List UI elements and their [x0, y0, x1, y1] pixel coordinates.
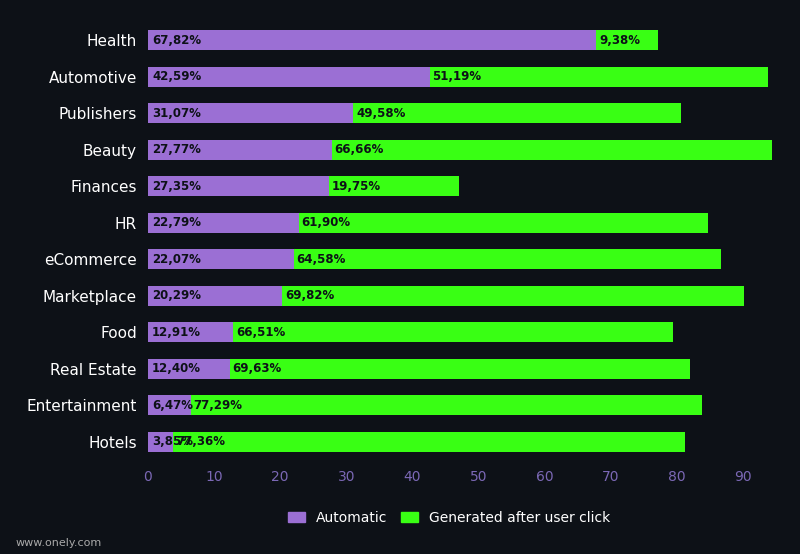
- Bar: [190, 395, 702, 415]
- Text: 27,77%: 27,77%: [152, 143, 201, 156]
- Bar: [148, 213, 298, 233]
- Text: 27,35%: 27,35%: [152, 179, 201, 193]
- Bar: [430, 67, 768, 87]
- Text: 22,79%: 22,79%: [152, 216, 201, 229]
- Text: 31,07%: 31,07%: [152, 107, 201, 120]
- Text: 67,82%: 67,82%: [152, 34, 201, 47]
- Bar: [282, 286, 744, 306]
- Text: 61,90%: 61,90%: [302, 216, 350, 229]
- Bar: [148, 395, 190, 415]
- Bar: [230, 358, 690, 379]
- Text: 49,58%: 49,58%: [356, 107, 406, 120]
- Bar: [148, 103, 354, 124]
- Text: 51,19%: 51,19%: [432, 70, 482, 83]
- Bar: [331, 140, 772, 160]
- Text: 20,29%: 20,29%: [152, 289, 201, 302]
- Legend: Automatic, Generated after user click: Automatic, Generated after user click: [283, 505, 616, 530]
- Text: 77,29%: 77,29%: [194, 399, 242, 412]
- Bar: [148, 140, 331, 160]
- Text: 77,36%: 77,36%: [176, 435, 225, 448]
- Bar: [148, 67, 430, 87]
- Text: 69,82%: 69,82%: [285, 289, 334, 302]
- Text: 66,66%: 66,66%: [334, 143, 383, 156]
- Text: 12,40%: 12,40%: [152, 362, 201, 375]
- Bar: [596, 30, 658, 50]
- Text: 22,07%: 22,07%: [152, 253, 201, 266]
- Bar: [234, 322, 673, 342]
- Bar: [148, 432, 174, 452]
- Bar: [148, 30, 596, 50]
- Bar: [148, 176, 329, 196]
- Text: 19,75%: 19,75%: [331, 179, 381, 193]
- Bar: [148, 286, 282, 306]
- Text: www.onely.com: www.onely.com: [16, 538, 102, 548]
- Text: 12,91%: 12,91%: [152, 326, 201, 338]
- Text: 3,85%: 3,85%: [152, 435, 193, 448]
- Text: 69,63%: 69,63%: [233, 362, 282, 375]
- Bar: [174, 432, 685, 452]
- Text: 66,51%: 66,51%: [236, 326, 286, 338]
- Text: 6,47%: 6,47%: [152, 399, 193, 412]
- Text: 9,38%: 9,38%: [599, 34, 640, 47]
- Bar: [354, 103, 681, 124]
- Bar: [148, 322, 234, 342]
- Bar: [298, 213, 708, 233]
- Text: 64,58%: 64,58%: [297, 253, 346, 266]
- Bar: [148, 249, 294, 269]
- Bar: [148, 358, 230, 379]
- Bar: [294, 249, 721, 269]
- Text: 42,59%: 42,59%: [152, 70, 202, 83]
- Bar: [329, 176, 459, 196]
